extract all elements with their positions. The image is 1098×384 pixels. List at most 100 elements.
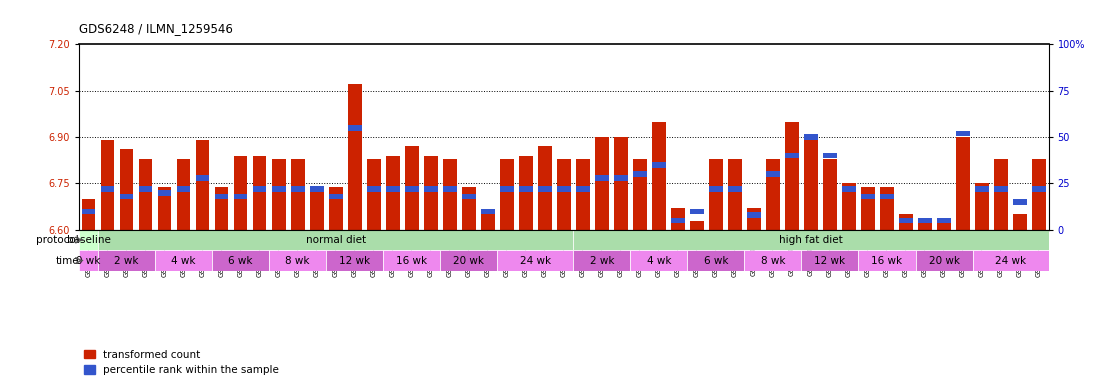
Bar: [291, 159, 304, 230]
Bar: [177, 159, 190, 230]
Bar: [138, 159, 153, 230]
Bar: [81, 209, 96, 214]
Text: 6 wk: 6 wk: [704, 255, 728, 265]
Bar: [310, 187, 324, 230]
Bar: [462, 187, 475, 230]
Bar: [595, 175, 608, 180]
Bar: [405, 146, 418, 230]
Bar: [687, 250, 744, 271]
Bar: [98, 250, 155, 271]
Bar: [291, 186, 304, 192]
Text: normal diet: normal diet: [305, 235, 366, 245]
Text: 2 wk: 2 wk: [114, 255, 138, 265]
Bar: [1013, 199, 1027, 205]
Bar: [881, 194, 894, 199]
Bar: [728, 159, 742, 230]
Bar: [881, 187, 894, 230]
Bar: [500, 186, 514, 192]
Bar: [747, 212, 761, 218]
Bar: [671, 218, 685, 223]
Bar: [557, 159, 571, 230]
Text: high fat diet: high fat diet: [780, 235, 843, 245]
Bar: [766, 171, 780, 177]
Text: 2 wk: 2 wk: [590, 255, 614, 265]
Bar: [728, 186, 742, 192]
Bar: [899, 214, 912, 230]
Bar: [424, 156, 438, 230]
Bar: [576, 159, 590, 230]
Text: 8 wk: 8 wk: [761, 255, 785, 265]
Legend: transformed count, percentile rank within the sample: transformed count, percentile rank withi…: [85, 350, 279, 375]
Bar: [634, 171, 647, 177]
Text: 24 wk: 24 wk: [519, 255, 551, 265]
Text: 20 wk: 20 wk: [453, 255, 484, 265]
Bar: [120, 149, 134, 230]
Bar: [918, 220, 932, 230]
Bar: [766, 159, 780, 230]
Bar: [272, 186, 285, 192]
Bar: [557, 186, 571, 192]
Bar: [709, 186, 722, 192]
Bar: [614, 175, 628, 180]
Bar: [215, 194, 228, 199]
Bar: [916, 250, 973, 271]
Bar: [973, 250, 1049, 271]
Bar: [804, 134, 818, 140]
Bar: [975, 186, 989, 192]
Text: time: time: [55, 255, 79, 265]
Bar: [440, 250, 497, 271]
Text: 0 wk: 0 wk: [77, 255, 101, 265]
Text: 6 wk: 6 wk: [228, 255, 253, 265]
Bar: [101, 140, 114, 230]
Bar: [630, 250, 687, 271]
Text: 20 wk: 20 wk: [929, 255, 960, 265]
Bar: [253, 186, 267, 192]
Bar: [842, 184, 855, 230]
Bar: [138, 186, 153, 192]
Bar: [329, 194, 343, 199]
Bar: [234, 194, 247, 199]
Bar: [424, 186, 438, 192]
Text: baseline: baseline: [67, 235, 111, 245]
Bar: [538, 186, 551, 192]
Text: 12 wk: 12 wk: [339, 255, 370, 265]
Bar: [747, 208, 761, 230]
Bar: [195, 140, 210, 230]
Bar: [158, 190, 171, 195]
Bar: [310, 186, 324, 192]
Bar: [956, 131, 970, 136]
Bar: [497, 250, 573, 271]
Text: 4 wk: 4 wk: [171, 255, 195, 265]
Bar: [785, 122, 798, 230]
Text: 12 wk: 12 wk: [815, 255, 845, 265]
Bar: [79, 250, 98, 271]
Bar: [573, 230, 1049, 250]
Bar: [329, 187, 343, 230]
Bar: [1032, 186, 1046, 192]
Bar: [956, 137, 970, 230]
Bar: [79, 230, 98, 250]
Text: 8 wk: 8 wk: [285, 255, 310, 265]
Bar: [538, 146, 551, 230]
Bar: [385, 186, 400, 192]
Bar: [861, 187, 875, 230]
Bar: [195, 175, 210, 180]
Bar: [652, 122, 665, 230]
Bar: [709, 159, 722, 230]
Bar: [367, 159, 381, 230]
Bar: [690, 220, 704, 230]
Bar: [348, 125, 361, 131]
Bar: [899, 218, 912, 223]
Bar: [671, 208, 685, 230]
Bar: [918, 218, 932, 223]
Bar: [481, 214, 494, 230]
Bar: [212, 250, 269, 271]
Bar: [861, 194, 875, 199]
Bar: [326, 250, 383, 271]
Bar: [994, 186, 1008, 192]
Bar: [272, 159, 285, 230]
Text: GDS6248 / ILMN_1259546: GDS6248 / ILMN_1259546: [79, 22, 233, 35]
Text: protocol: protocol: [36, 235, 79, 245]
Bar: [367, 186, 381, 192]
Bar: [81, 199, 96, 230]
